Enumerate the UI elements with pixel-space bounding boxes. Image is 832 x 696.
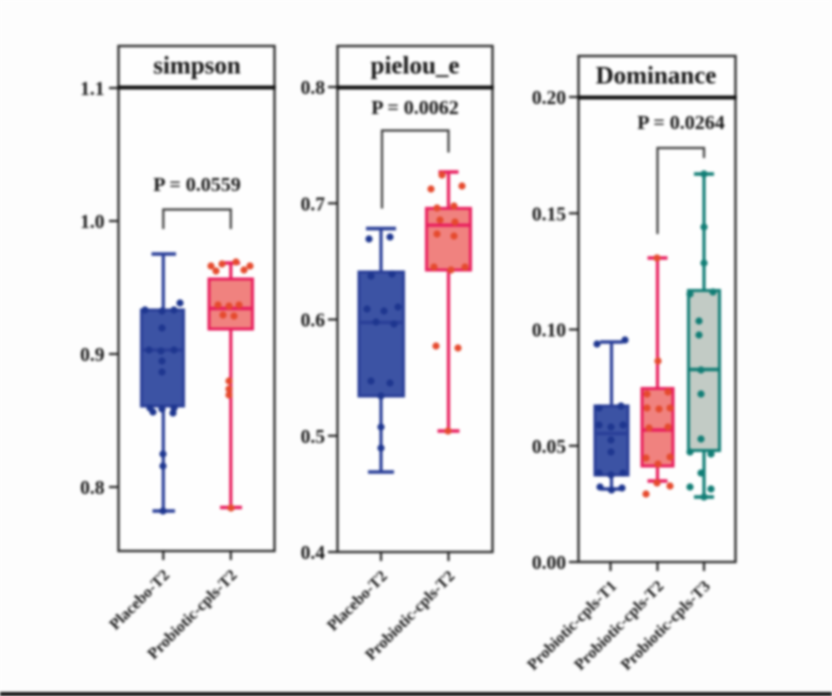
svg-text:0.5: 0.5: [301, 427, 326, 448]
svg-text:0.20: 0.20: [532, 88, 566, 109]
svg-text:0.7: 0.7: [301, 194, 326, 215]
svg-text:0.8: 0.8: [301, 78, 326, 99]
svg-text:1.0: 1.0: [80, 212, 104, 233]
svg-text:0.6: 0.6: [301, 311, 326, 332]
svg-text:0.9: 0.9: [80, 345, 105, 366]
svg-text:0.00: 0.00: [532, 553, 566, 574]
svg-text:0.10: 0.10: [532, 321, 566, 342]
svg-text:0.15: 0.15: [532, 204, 566, 225]
svg-text:P = 0.0062: P = 0.0062: [371, 97, 459, 119]
svg-text:simpson: simpson: [153, 53, 241, 80]
svg-text:0.8: 0.8: [80, 478, 105, 499]
svg-text:P = 0.0264: P = 0.0264: [637, 112, 725, 134]
svg-text:1.1: 1.1: [80, 79, 104, 100]
svg-text:0.4: 0.4: [301, 543, 326, 564]
svg-text:Dominance: Dominance: [596, 63, 717, 90]
svg-text:P = 0.0559: P = 0.0559: [153, 174, 241, 196]
svg-text:0.05: 0.05: [532, 437, 566, 458]
svg-text:pielou_e: pielou_e: [371, 53, 460, 80]
